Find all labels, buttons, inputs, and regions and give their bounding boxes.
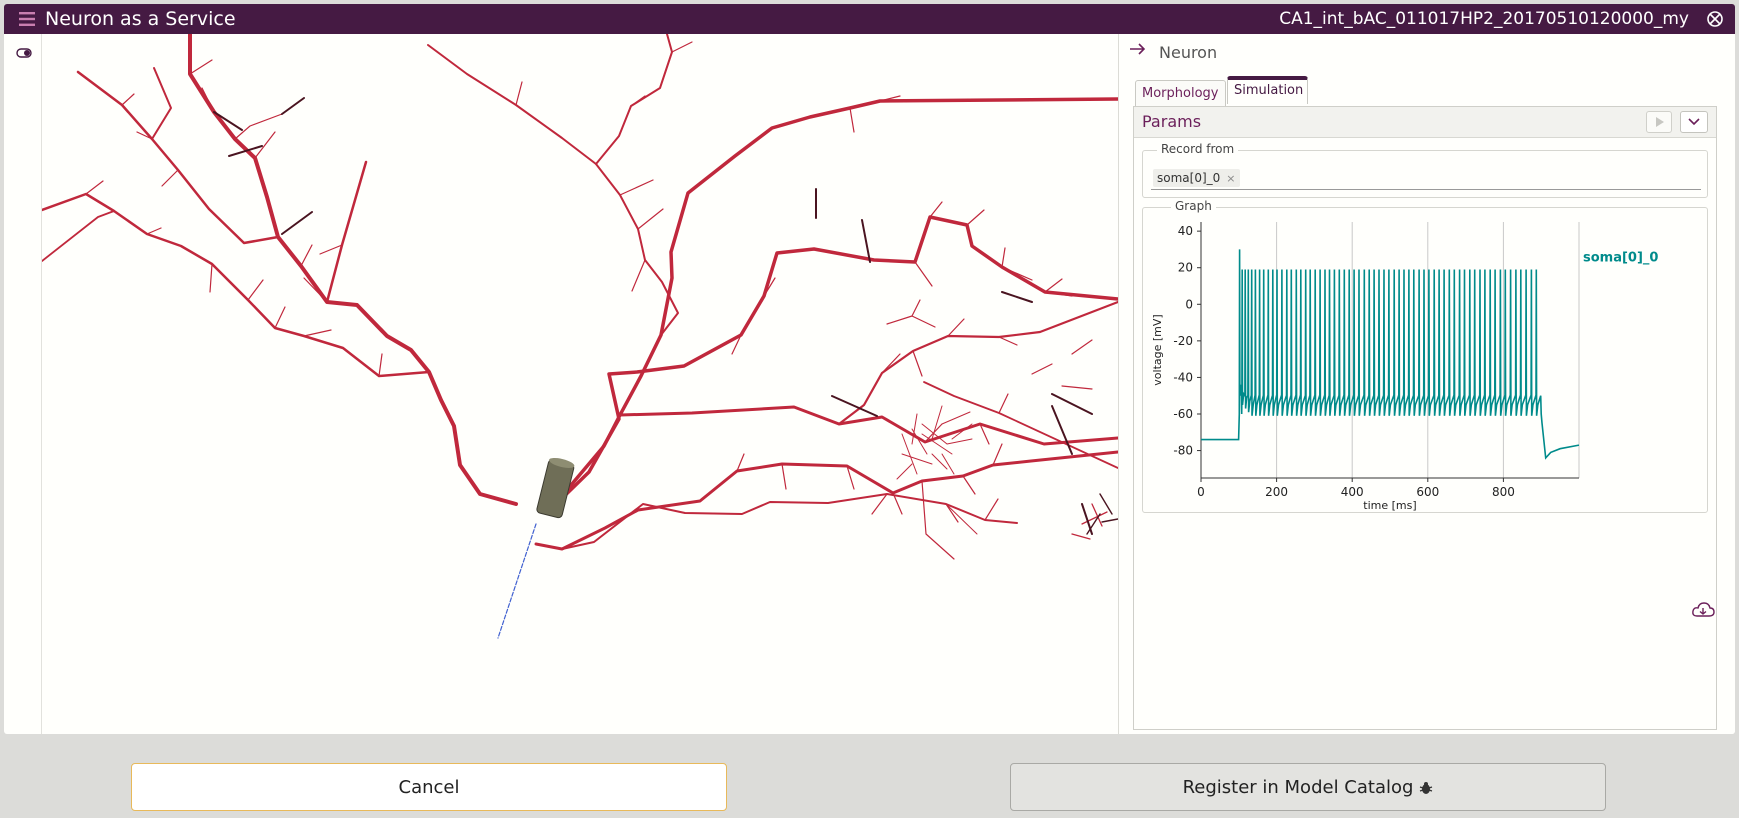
cancel-button[interactable]: Cancel (131, 763, 727, 811)
dendrite-trunk (188, 34, 518, 506)
legend-entry: soma[0]_0 (1583, 251, 1658, 266)
record-from-label: Record from (1157, 142, 1239, 156)
side-panel: Neuron Morphology Simulation Params Reco… (1118, 34, 1735, 734)
x-tick-label: 600 (1416, 485, 1439, 499)
y-tick-label: 20 (1178, 261, 1193, 275)
model-name: CA1_int_bAC_011017HP2_20170510120000_my (1279, 9, 1689, 29)
dendrite-trunk (548, 215, 1118, 512)
x-tick-label: 800 (1492, 485, 1515, 499)
dendrite-trunk (325, 160, 368, 304)
axon-branch (497, 523, 537, 639)
dendrite-trunk (595, 34, 673, 165)
y-tick-label: -20 (1173, 334, 1193, 348)
y-axis-label: voltage [mV] (1151, 314, 1164, 385)
menu-icon[interactable] (18, 10, 36, 28)
dendrite-branch (515, 41, 1063, 355)
register-button-label: Register in Model Catalog (1182, 776, 1414, 798)
record-chip-label: soma[0]_0 (1157, 171, 1221, 185)
dendrite-branch (896, 405, 978, 535)
app-title: Neuron as a Service (45, 8, 236, 30)
dendrite-trunk (618, 405, 1118, 446)
close-app-icon[interactable] (1705, 9, 1725, 29)
record-chip: soma[0]_0 × (1153, 169, 1240, 187)
dendrite-trunk (76, 70, 280, 245)
x-tick-label: 200 (1265, 485, 1288, 499)
dendrite-branch (736, 318, 1018, 560)
chevron-down-icon (1688, 118, 1700, 126)
dendrite-trunk (427, 44, 679, 336)
tab-simulation[interactable]: Simulation (1227, 76, 1308, 104)
morphology-viewer[interactable] (42, 34, 1118, 734)
dendrite-trunk (42, 192, 431, 378)
register-model-button[interactable]: Register in Model Catalog (1010, 763, 1606, 811)
y-tick-label: -60 (1173, 407, 1193, 421)
app-window: Neuron as a Service CA1_int_bAC_011017HP… (4, 4, 1735, 734)
params-title: Params (1142, 112, 1202, 131)
dendrite-dark-segment (213, 97, 1093, 535)
record-from-fieldset: Record from soma[0]_0 × (1142, 142, 1708, 198)
dendrite-trunk (151, 67, 172, 140)
tab-morphology[interactable]: Morphology (1135, 80, 1226, 106)
cloud-download-icon[interactable] (1691, 600, 1715, 620)
left-rail (4, 34, 42, 734)
chip-remove-icon[interactable]: × (1226, 172, 1236, 185)
y-tick-label: 0 (1185, 297, 1193, 311)
dendrite-branch (1071, 503, 1108, 540)
x-axis-label: time [ms] (1363, 499, 1416, 512)
bug-icon (1420, 781, 1433, 794)
dendrite-trunk (548, 97, 1118, 512)
series-line-soma (1201, 249, 1580, 460)
play-icon (1656, 117, 1664, 127)
panel-title: Neuron (1159, 43, 1218, 62)
dendrite-branch (85, 59, 383, 377)
neuron-morphology-render[interactable] (42, 34, 1118, 734)
y-tick-label: -40 (1173, 370, 1193, 384)
dendrite-trunk (561, 493, 1018, 550)
dendrite-trunk (534, 450, 1118, 551)
x-tick-label: 400 (1341, 485, 1364, 499)
collapse-params-button[interactable] (1680, 111, 1708, 133)
dendrite-trunk (837, 300, 1118, 426)
run-simulation-button[interactable] (1646, 111, 1672, 133)
y-tick-label: 40 (1178, 224, 1193, 238)
simulation-content: Params Record from soma[0]_0 × (1133, 106, 1717, 730)
record-from-input[interactable]: soma[0]_0 × (1151, 167, 1701, 190)
soma-cylinder (536, 457, 575, 519)
dendrite-trunk (42, 210, 115, 262)
params-header: Params (1134, 107, 1716, 138)
dendrite-branch (886, 247, 1093, 390)
arrow-right-icon[interactable] (1129, 43, 1147, 55)
title-bar: Neuron as a Service CA1_int_bAC_011017HP… (4, 4, 1735, 34)
graph-label: Graph (1171, 199, 1216, 213)
dendrite-dark-segment (1086, 493, 1118, 535)
dendrite-trunk (923, 381, 1118, 469)
y-tick-label: -80 (1173, 444, 1193, 458)
graph-fieldset: Graph 0 200 400 600 800 40 20 0 -20 -40 -60 -80 som… (1142, 199, 1715, 617)
toggle-icon[interactable] (16, 48, 32, 58)
x-tick-label: 0 (1197, 485, 1205, 499)
